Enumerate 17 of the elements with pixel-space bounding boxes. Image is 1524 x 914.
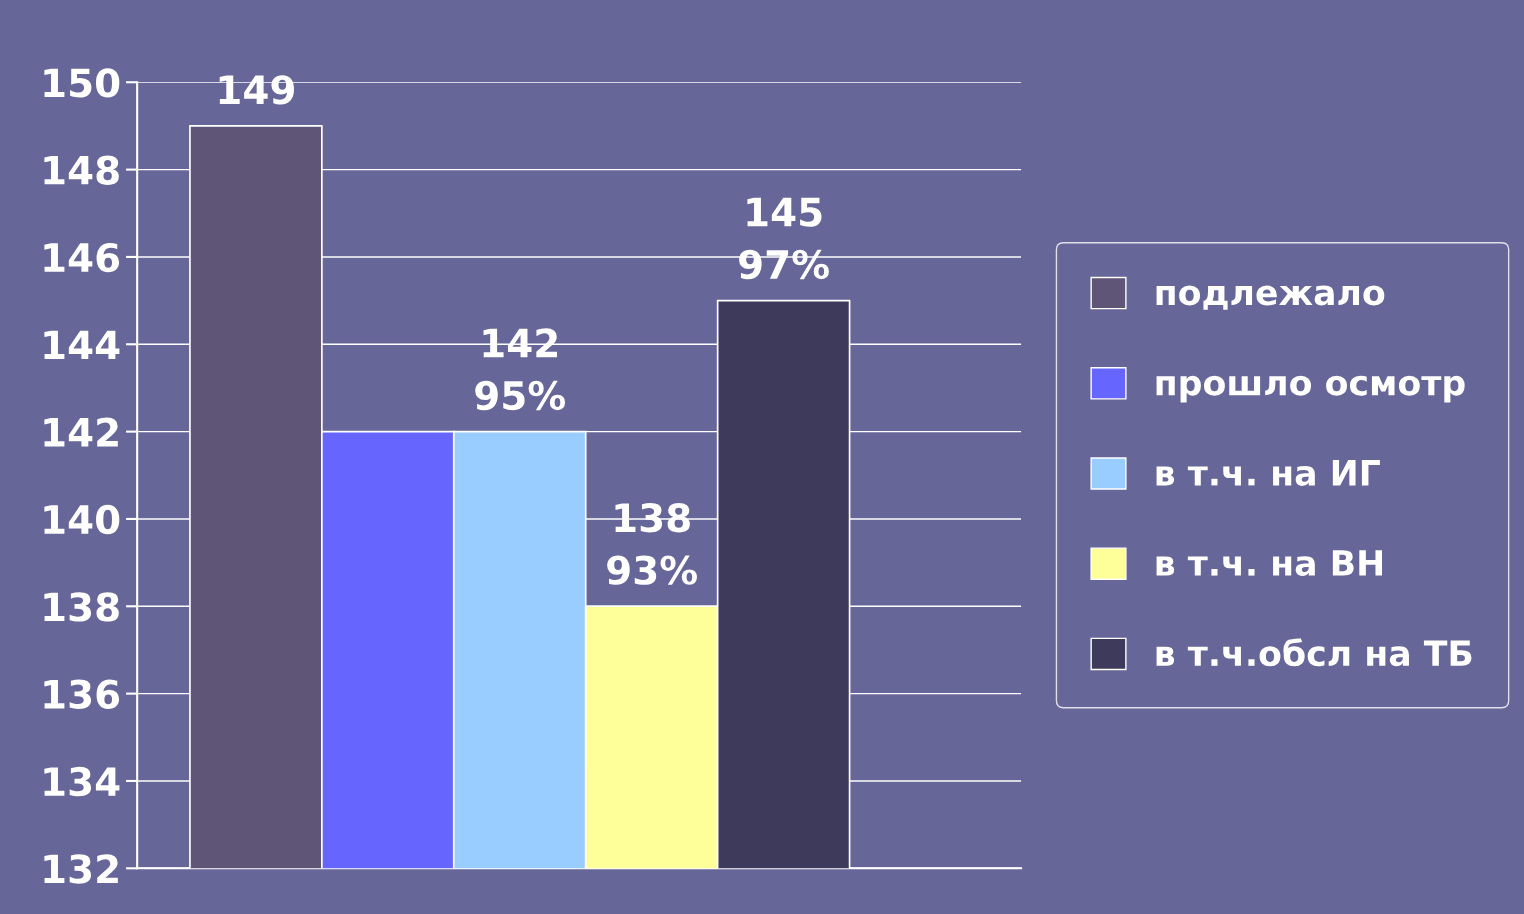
y-tick-label: 132 xyxy=(44,854,118,884)
y-tick-label: 144 xyxy=(44,330,120,360)
legend-label: прошло осмотр xyxy=(1156,375,1465,403)
y-tick-label: 134 xyxy=(44,766,120,797)
y-tick-label: 148 xyxy=(44,155,119,185)
y-tick-label: 136 xyxy=(44,679,120,709)
y-tick-label: 146 xyxy=(44,242,120,273)
legend-label: подлежало xyxy=(1156,285,1385,310)
data-label: 145 97% xyxy=(739,197,829,280)
legend-label: в т.ч. на ВН xyxy=(1156,550,1382,577)
y-tick-label: 150 xyxy=(44,68,120,98)
legend-label: в т.ч. на ИГ xyxy=(1156,460,1380,486)
y-tick-label: 138 xyxy=(44,592,119,622)
y-tick-label: 142 xyxy=(44,417,118,447)
y-tick-label: 140 xyxy=(44,504,120,535)
legend-label: в т.ч.обсл на ТБ xyxy=(1156,638,1472,667)
data-label: 149 xyxy=(219,75,294,105)
